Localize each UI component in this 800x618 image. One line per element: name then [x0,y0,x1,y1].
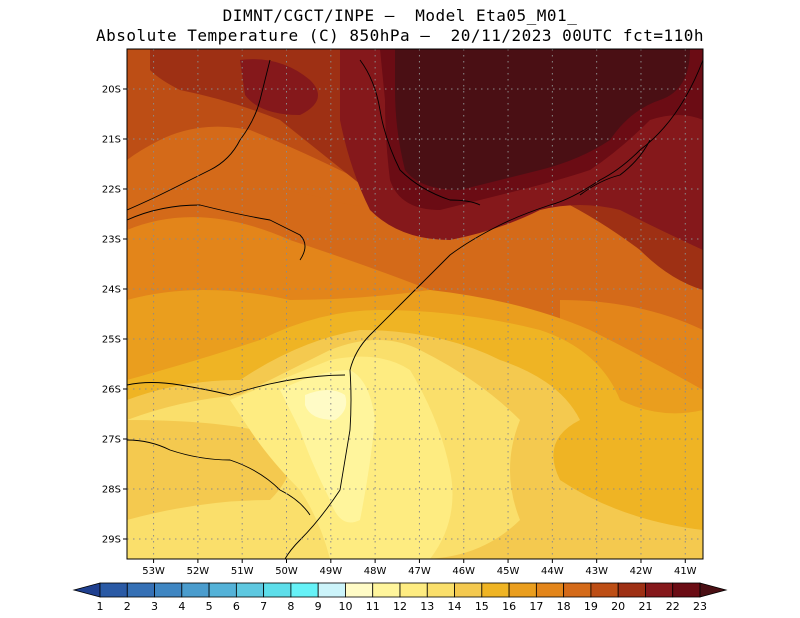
colorbar-arrow-high [699,582,728,598]
colorbar-segment [508,582,537,598]
colorbar-segment [345,582,374,598]
colorbar-segment [154,582,183,598]
colorbar-segment [290,582,319,598]
colorbar-label: 13 [420,600,434,613]
colorbar-label: 9 [315,600,322,613]
colorbar-segment [617,582,646,598]
lat-axis: 20S 21S 22S 23S 24S 25S 26S 27S 28S 29S [102,85,127,546]
lon-tick-label: 42W [630,566,653,577]
lat-tick-label: 27S [102,435,121,446]
title-line-2: Absolute Temperature (C) 850hPa — 20/11/… [96,26,704,45]
coastline-borders [127,59,703,559]
colorbar-segment [317,582,346,598]
lon-tick-label: 43W [585,566,608,577]
colorbar-segment [645,582,674,598]
lat-tick-label: 23S [102,235,121,246]
lon-tick-label: 51W [231,566,254,577]
colorbar-label: 23 [693,600,707,613]
border-pr-sc [127,374,346,396]
title-line-1: DIMNT/CGCT/INPE — Model Eta05_M01_ [222,6,578,25]
colorbar-label: 2 [124,600,131,613]
colorbar-label: 5 [206,600,213,613]
lon-tick-label: 48W [364,566,387,577]
colorbar-label: 15 [475,600,489,613]
colorbar-segment [399,582,428,598]
colorbar-segment [372,582,401,598]
colorbar-segment [672,582,701,598]
colorbar-segment [535,582,565,598]
colorbar-label: 10 [338,600,352,613]
lon-tick-label: 45W [497,566,520,577]
colorbar-label: 3 [151,600,158,613]
colorbar-label: 16 [502,600,516,613]
colorbar-segment [126,582,155,598]
lat-tick-label: 26S [102,385,121,396]
lat-tick-label: 22S [102,185,121,196]
colorbar-segment [181,582,210,598]
lon-tick-label: 50W [275,566,298,577]
colorbar-segment [481,582,510,598]
colorbar-arrow-low [72,582,101,598]
border-ms-mg [127,59,271,211]
colorbar-segment [454,582,483,598]
colorbar-label: 20 [611,600,625,613]
lon-tick-label: 41W [674,566,697,577]
coastline [284,59,703,559]
colorbar-label: 19 [584,600,598,613]
lon-tick-label: 47W [408,566,431,577]
border-sp-pr [127,204,306,261]
colorbar-segment [426,582,455,598]
colorbar: 1 2 3 4 5 6 7 8 9 10 11 12 13 14 15 16 17 18 19 20 21 22 23 [72,582,728,613]
colorbar-label: 22 [666,600,680,613]
lon-tick-label: 46W [452,566,475,577]
border-sc-rs [127,439,311,516]
lon-tick-label: 52W [187,566,210,577]
border-rj-es [579,139,651,196]
temperature-field [127,49,703,559]
colorbar-label: 18 [557,600,571,613]
lon-tick-label: 53W [142,566,165,577]
lat-tick-label: 28S [102,485,121,496]
border-sp-mg [359,59,481,206]
colorbar-label: 8 [287,600,294,613]
lon-tick-label: 44W [541,566,564,577]
colorbar-label: 14 [448,600,462,613]
plot-frame [126,48,704,560]
lat-tick-label: 24S [102,285,121,296]
colorbar-segment [99,582,128,598]
grid-lines [127,49,703,559]
field-band-11 [305,390,347,420]
lat-tick-label: 25S [102,335,121,346]
colorbar-label: 17 [529,600,543,613]
colorbar-segment [563,582,592,598]
field-band-max [395,49,690,190]
colorbar-label: 7 [260,600,267,613]
colorbar-label: 1 [97,600,104,613]
colorbar-segment [235,582,265,598]
colorbar-label: 11 [366,600,380,613]
colorbar-segment [590,582,619,598]
lon-tick-label: 49W [320,566,343,577]
colorbar-label: 21 [638,600,652,613]
lat-tick-label: 21S [102,135,121,146]
colorbar-segment [208,582,237,598]
colorbar-label: 12 [393,600,407,613]
colorbar-label: 4 [178,600,185,613]
colorbar-segment [263,582,292,598]
lon-axis: 53W 52W 51W 50W 49W 48W 47W 46W 45W 44W 43W 42W 41W [142,559,697,577]
colorbar-label: 6 [233,600,240,613]
lat-tick-label: 29S [102,535,121,546]
lat-tick-label: 20S [102,85,121,96]
